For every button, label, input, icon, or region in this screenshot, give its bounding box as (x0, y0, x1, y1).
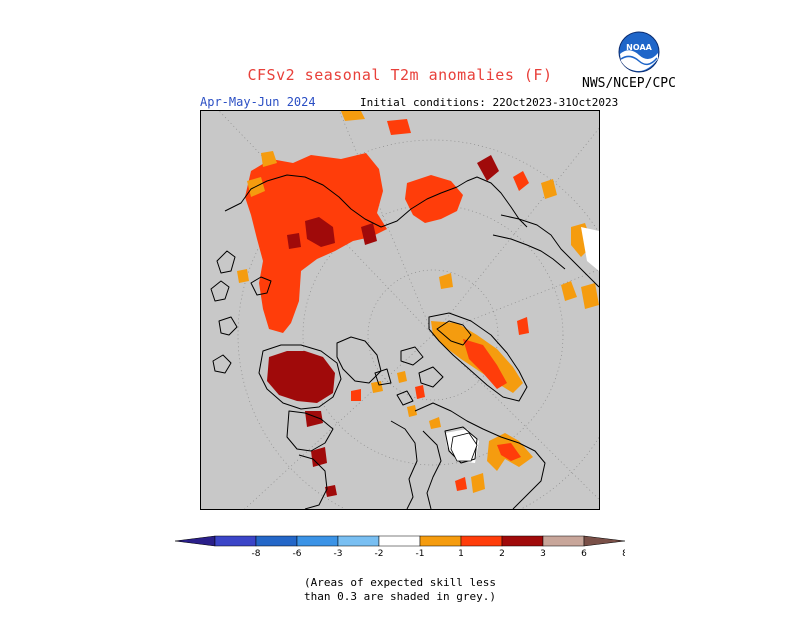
colorbar-tick-label: -1 (416, 549, 425, 559)
warm-anomaly-top-2 (387, 119, 411, 135)
colorbar-bin-neg6_neg3 (255, 535, 298, 547)
colorbar-bin-neg2_neg1 (337, 535, 380, 547)
colorbar-bin-1_2 (419, 535, 462, 547)
hot-anomaly-chukotka (477, 155, 499, 181)
neutral-anomaly-patch (450, 432, 478, 462)
warm-anomaly-alaska-south (561, 281, 577, 301)
polar-anomaly-map (201, 111, 599, 509)
colorbar-tick-label: -6 (293, 549, 302, 559)
coastlines (210, 174, 599, 509)
colorbar-svg: -8 -6 -3 -2 -1 1 2 3 6 8 (174, 535, 628, 559)
colorbar-tick-label: -8 (252, 549, 261, 559)
warm-anomaly-scandinavia (351, 389, 361, 401)
colorbar-arrow-low (174, 535, 216, 547)
warm-anomaly-labrador (497, 443, 521, 461)
warm-anomaly-canada-central (455, 477, 467, 491)
hot-anomaly-siberia-east (361, 223, 377, 245)
warm-anomaly-top-1 (341, 111, 365, 121)
footnote-line-1: (Areas of expected skill less (303, 576, 497, 589)
agency-label: NWS/NCEP/CPC (582, 76, 676, 91)
warm-anomaly-svalbard (371, 381, 383, 393)
hot-anomaly-siberia-west (287, 233, 301, 249)
colorbar-bin-2_3 (460, 535, 503, 547)
noaa-logo-text: NOAA (626, 43, 652, 52)
warm-anomaly-china (237, 269, 249, 283)
season-label: Apr-May-Jun 2024 (200, 95, 316, 109)
hot-anomaly-north-africa (311, 447, 327, 467)
colorbar-tick-label: 1 (458, 549, 464, 559)
polar-map-frame (200, 110, 600, 510)
colorbar-tick-label: 2 (499, 549, 505, 559)
colorbar-tick-label: -2 (375, 549, 384, 559)
footnote-line-2: than 0.3 are shaded in grey.) (303, 590, 497, 603)
noaa-logo: NOAA (618, 31, 660, 73)
warm-anomaly-baffin (429, 417, 441, 429)
warm-anomaly-far-east (405, 175, 463, 223)
warm-anomaly-yukon (581, 283, 599, 309)
colorbar-tick-label: -3 (334, 549, 343, 559)
colorbar-bin-neg3_neg2 (296, 535, 339, 547)
warm-anomaly-great-lakes (471, 473, 485, 493)
colorbar-bin-neg1_1 (378, 535, 421, 547)
warm-anomaly-arctic-island-2 (407, 405, 417, 417)
colorbar-tick-label: 6 (581, 549, 587, 559)
neutral-anomaly-alaska (581, 227, 599, 271)
colorbar-legend: -8 -6 -3 -2 -1 1 2 3 6 8 (174, 534, 628, 574)
colorbar-tick-label: 8 (622, 549, 625, 559)
warm-anomaly-taymyr (261, 151, 277, 167)
colorbar-bin-6_8 (542, 535, 585, 547)
initial-conditions-label: Initial conditions: 22Oct2023-31Oct2023 (360, 96, 619, 109)
warm-anomaly-arctic-island (415, 385, 425, 399)
warm-anomaly-franz-josef (397, 371, 407, 383)
warm-anomaly-alaska-west (541, 179, 557, 199)
hot-anomaly-siberia (305, 217, 335, 247)
warm-anomaly-bering (513, 171, 529, 191)
colorbar-tick-label: 3 (540, 549, 546, 559)
hot-anomaly-sahara (325, 485, 337, 497)
colorbar-bin-3_6 (501, 535, 544, 547)
anomaly-shading (237, 111, 599, 497)
hot-anomaly-europe (267, 351, 335, 403)
colorbar-arrow-high (583, 535, 626, 547)
colorbar-bin-neg8_neg6 (214, 535, 257, 547)
warm-anomaly-arctic-ocean (439, 273, 453, 289)
warm-anomaly-iceland (517, 317, 529, 335)
skill-footnote: (Areas of expected skill less than 0.3 a… (0, 576, 800, 604)
warm-anomaly-greenland-core (463, 339, 507, 389)
map-title: CFSv2 seasonal T2m anomalies (F) (247, 66, 553, 84)
